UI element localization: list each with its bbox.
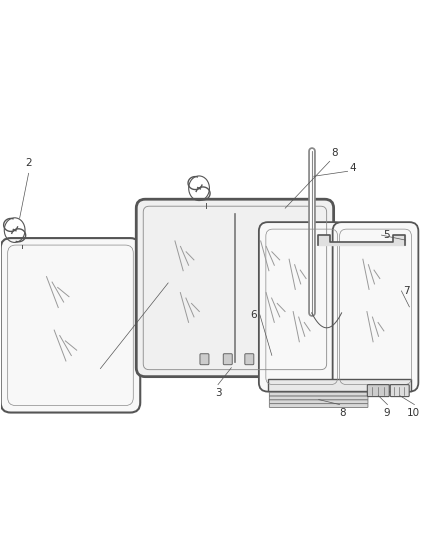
Text: 1: 1 xyxy=(170,278,177,288)
Text: 3: 3 xyxy=(215,387,222,398)
Circle shape xyxy=(13,229,16,232)
Text: 6: 6 xyxy=(250,310,257,320)
FancyBboxPatch shape xyxy=(390,385,409,397)
FancyBboxPatch shape xyxy=(269,392,368,396)
FancyBboxPatch shape xyxy=(269,403,368,407)
FancyBboxPatch shape xyxy=(200,354,209,365)
FancyBboxPatch shape xyxy=(245,354,254,365)
Text: 7: 7 xyxy=(403,286,410,296)
FancyBboxPatch shape xyxy=(259,222,345,392)
Polygon shape xyxy=(318,235,406,245)
Text: 4: 4 xyxy=(350,163,356,173)
FancyBboxPatch shape xyxy=(269,400,368,403)
FancyBboxPatch shape xyxy=(1,238,140,413)
Bar xyxy=(268,378,411,391)
Text: 8: 8 xyxy=(332,148,338,158)
Circle shape xyxy=(198,187,201,190)
FancyBboxPatch shape xyxy=(367,385,389,397)
FancyBboxPatch shape xyxy=(136,199,334,377)
Text: 9: 9 xyxy=(383,408,390,417)
FancyBboxPatch shape xyxy=(332,222,418,392)
Text: 2: 2 xyxy=(25,158,32,168)
Text: 5: 5 xyxy=(384,230,390,240)
FancyBboxPatch shape xyxy=(223,354,232,365)
Text: 10: 10 xyxy=(407,408,420,417)
Text: 8: 8 xyxy=(339,408,346,417)
FancyBboxPatch shape xyxy=(269,396,368,400)
